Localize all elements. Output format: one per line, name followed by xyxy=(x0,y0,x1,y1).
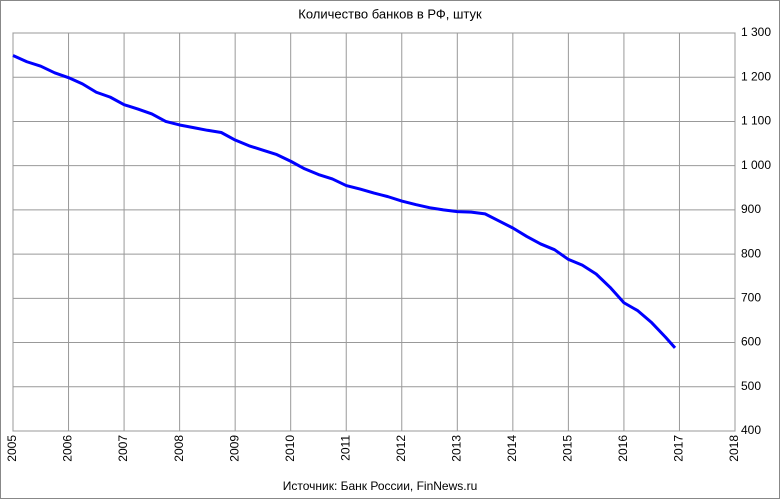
x-tick-label: 2017 xyxy=(672,435,686,462)
x-tick-label: 2018 xyxy=(727,435,741,462)
x-tick-label: 2010 xyxy=(283,435,297,462)
y-tick-label: 600 xyxy=(741,335,761,349)
y-tick-label: 1 000 xyxy=(741,158,771,172)
x-tick-label: 2008 xyxy=(172,435,186,462)
x-tick-label: 2011 xyxy=(338,435,352,461)
data-line xyxy=(12,54,677,349)
x-tick-label: 2012 xyxy=(394,435,408,462)
y-tick-label: 900 xyxy=(741,202,761,216)
y-tick-label: 500 xyxy=(741,379,761,393)
y-tick-label: 400 xyxy=(741,423,761,437)
x-tick-label: 2009 xyxy=(227,435,241,462)
plot-area xyxy=(12,32,736,432)
y-tick-label: 1 200 xyxy=(741,69,771,83)
y-tick-label: 700 xyxy=(741,291,761,305)
x-tick-label: 2005 xyxy=(5,435,19,462)
y-tick-label: 800 xyxy=(741,246,761,260)
x-tick-label: 2015 xyxy=(561,435,575,462)
x-tick-label: 2013 xyxy=(449,435,463,462)
y-tick-label: 1 100 xyxy=(741,114,771,128)
source-note: Источник: Банк России, FinNews.ru xyxy=(283,479,478,493)
y-tick-label: 1 300 xyxy=(741,25,771,39)
x-tick-label: 2014 xyxy=(505,435,519,462)
x-tick-label: 2016 xyxy=(616,435,630,462)
x-tick-label: 2006 xyxy=(61,435,75,462)
chart-title: Количество банков в РФ, штук xyxy=(298,6,482,21)
x-tick-label: 2007 xyxy=(116,435,130,462)
